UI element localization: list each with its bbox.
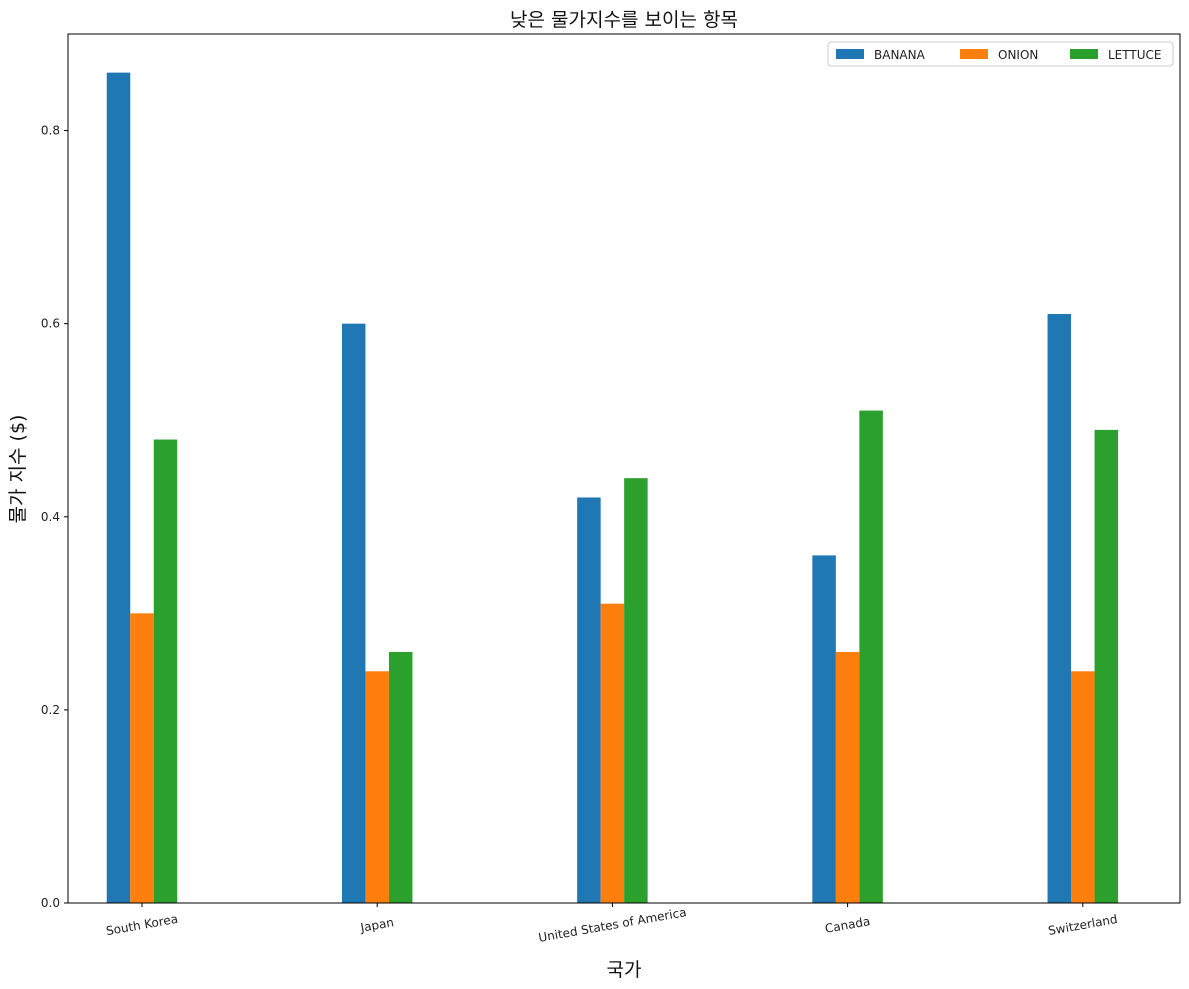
y-tick-label-3: 0.6 xyxy=(41,317,60,331)
bar-banana-4 xyxy=(1047,314,1072,903)
bar-banana-1 xyxy=(341,323,366,904)
bar-onion-1 xyxy=(365,671,389,903)
chart-title: 낮은 물가지수를 보이는 항목 xyxy=(510,9,738,31)
plot-frame xyxy=(67,33,1181,904)
x-tick-label-1: Japan xyxy=(359,915,395,935)
bar-lettuce-4 xyxy=(1094,429,1119,903)
bar-lettuce-0 xyxy=(153,439,178,903)
bar-onion-2 xyxy=(600,603,625,903)
y-axis-ticks: 0.0 0.2 0.4 0.6 0.8 xyxy=(41,124,68,910)
bar-banana-0 xyxy=(106,72,131,904)
bar-onion-3 xyxy=(835,651,860,903)
x-tick-label-2: United States of America xyxy=(537,905,687,945)
legend-label-banana: BANANA xyxy=(874,48,926,62)
x-axis-ticks: South Korea Japan United States of America… xyxy=(105,903,1118,945)
bar-lettuce-1 xyxy=(388,651,413,903)
bars-group xyxy=(106,72,1119,904)
bar-lettuce-3 xyxy=(859,410,883,903)
bar-banana-2 xyxy=(577,497,601,903)
bar-onion-0 xyxy=(130,613,154,903)
y-axis-title: 물가 지수 ($) xyxy=(7,415,29,524)
legend-swatch-banana xyxy=(836,49,864,59)
legend-swatch-lettuce xyxy=(1070,49,1098,59)
legend-label-onion: ONION xyxy=(998,48,1038,62)
x-axis-title: 국가 xyxy=(607,959,642,981)
x-tick-label-0: South Korea xyxy=(105,912,179,938)
y-tick-label-4: 0.8 xyxy=(41,124,60,138)
bar-banana-3 xyxy=(812,555,836,903)
bar-lettuce-2 xyxy=(624,478,648,903)
x-tick-label-3: Canada xyxy=(824,914,871,936)
y-tick-label-2: 0.4 xyxy=(41,510,60,524)
y-tick-label-1: 0.2 xyxy=(41,703,60,717)
y-tick-label-0: 0.0 xyxy=(41,896,60,910)
legend-label-lettuce: LETTUCE xyxy=(1108,48,1161,62)
x-tick-label-4: Switzerland xyxy=(1047,912,1118,938)
bar-onion-4 xyxy=(1071,671,1095,903)
legend: BANANA ONION LETTUCE xyxy=(827,41,1174,67)
legend-box xyxy=(827,41,1174,67)
legend-swatch-onion xyxy=(960,49,988,59)
